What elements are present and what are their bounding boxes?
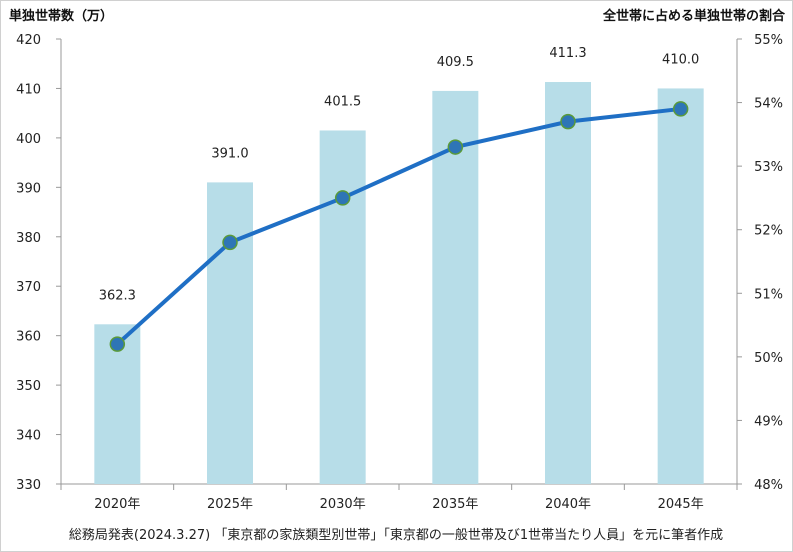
bar-data-label: 409.5 — [437, 55, 474, 70]
ratio-point — [447, 139, 464, 155]
left-tick-label: 350 — [16, 379, 41, 394]
left-axis-title: 単独世帯数（万） — [9, 8, 113, 24]
right-tick-label: 49% — [754, 414, 783, 429]
left-tick-label: 390 — [16, 181, 41, 196]
bar-data-label: 410.0 — [662, 52, 699, 67]
bar-data-label: 391.0 — [211, 146, 248, 161]
bar-2030年 — [319, 130, 366, 484]
right-axis-title: 全世帯に占める単独世帯の割合 — [602, 8, 786, 24]
ratio-line — [115, 106, 681, 346]
bar-2045年 — [657, 88, 704, 484]
bar-data-label: 411.3 — [549, 46, 586, 61]
bar-data-label: 401.5 — [324, 94, 361, 109]
x-tick-label: 2045年 — [658, 497, 704, 512]
right-tick-label: 54% — [754, 97, 783, 112]
right-tick-label: 51% — [754, 287, 783, 302]
bar-2040年 — [545, 82, 591, 485]
right-tick-label: 53% — [754, 160, 783, 175]
x-tick-label: 2020年 — [94, 497, 140, 512]
left-tick-label: 420 — [16, 33, 41, 48]
left-tick-label: 370 — [16, 280, 41, 295]
ratio-point — [672, 101, 689, 117]
left-tick-label: 360 — [16, 330, 41, 345]
right-tick-label: 50% — [754, 351, 783, 366]
left-tick-label: 410 — [16, 82, 41, 97]
bar-2035年 — [432, 90, 479, 485]
bar-2025年 — [207, 182, 253, 484]
right-tick-label: 55% — [754, 33, 783, 48]
ratio-point — [109, 336, 126, 352]
x-tick-label: 2025年 — [207, 497, 253, 512]
left-tick-label: 380 — [16, 231, 41, 246]
x-tick-label: 2030年 — [320, 497, 366, 512]
left-tick-label: 400 — [16, 132, 41, 147]
x-tick-label: 2035年 — [432, 497, 478, 512]
right-tick-label: 48% — [754, 478, 783, 493]
ratio-point — [334, 190, 351, 206]
left-tick-label: 340 — [16, 429, 41, 444]
x-tick-label: 2040年 — [545, 497, 591, 512]
left-tick-label: 330 — [16, 478, 41, 493]
ratio-point — [560, 113, 576, 130]
source-note: 総務局発表(2024.3.27) 「東京都の家族類型別世帯」「東京都の一般世帯及… — [69, 527, 723, 543]
bar-data-label: 362.3 — [99, 288, 136, 303]
right-tick-label: 52% — [754, 224, 783, 239]
ratio-point — [222, 234, 238, 251]
